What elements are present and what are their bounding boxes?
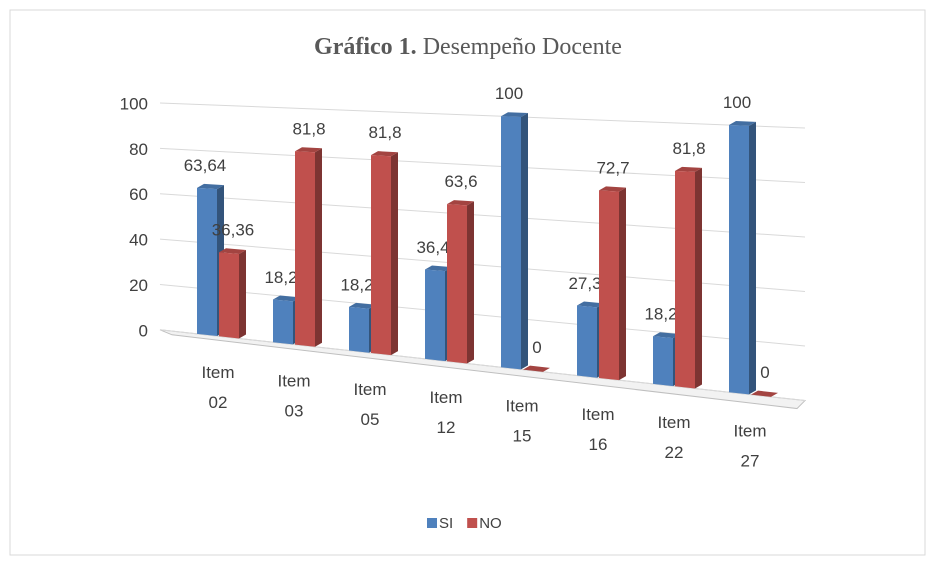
x-tick-label: Item 05 (353, 380, 386, 429)
bar-front (577, 305, 597, 378)
bar-front (425, 269, 445, 362)
bar-top (295, 147, 322, 153)
bar-top (599, 186, 626, 192)
bar-top (371, 151, 398, 157)
y-tick-label: 40 (129, 231, 148, 250)
bar-front (501, 116, 521, 370)
bar (371, 151, 398, 356)
data-label: 81,8 (672, 139, 705, 158)
bar (501, 112, 528, 370)
bar-front (729, 125, 749, 395)
data-label: 63,64 (184, 156, 227, 175)
bar-side (467, 201, 474, 364)
y-tick-label: 80 (129, 140, 148, 159)
bar (729, 121, 756, 395)
x-tick-label: Item 27 (733, 422, 766, 471)
bar-side (521, 112, 528, 370)
bar (751, 390, 778, 397)
x-tick-label: Item 22 (657, 414, 690, 463)
bar (219, 248, 246, 339)
bar-top (729, 121, 756, 126)
x-tick-label: Item 15 (505, 397, 538, 446)
bar-front (371, 155, 391, 356)
data-label: 18,2 (340, 275, 373, 294)
data-label: 0 (760, 363, 769, 382)
bar-top (501, 112, 528, 117)
title-text: Desempeño Docente (423, 34, 622, 60)
x-tick-label: Item 16 (581, 405, 614, 454)
bar-side (695, 167, 702, 389)
bar (675, 166, 702, 389)
y-tick-label: 0 (139, 321, 148, 340)
data-label: 0 (532, 338, 541, 357)
x-tick-label: Item 03 (277, 372, 310, 421)
bar-side (239, 249, 246, 339)
data-label: 63,6 (444, 172, 477, 191)
data-label: 36,4 (416, 238, 449, 257)
data-label: 81,8 (368, 123, 401, 142)
bar-front (273, 299, 293, 345)
data-label: 81,8 (292, 119, 325, 138)
bar-top (653, 332, 680, 339)
title-label: Gráfico 1. (314, 34, 417, 60)
data-label: 100 (495, 84, 523, 103)
x-tick-label: Item 02 (201, 364, 234, 413)
bar-top (273, 295, 300, 302)
chart-title: Gráfico 1. Desempeño Docente (314, 34, 622, 60)
bar-top (349, 302, 376, 309)
data-label: 72,7 (596, 158, 629, 177)
bar (523, 365, 550, 372)
bar (599, 186, 626, 381)
bar-top (447, 200, 474, 206)
data-label: 18,2 (644, 305, 677, 324)
bar-front (447, 204, 467, 364)
bar-side (391, 152, 398, 356)
bar-top (675, 166, 702, 172)
bar-side (315, 148, 322, 347)
data-label: 100 (723, 93, 751, 112)
bar-front (349, 306, 369, 353)
bar-front (675, 170, 695, 389)
legend-label: SI (439, 515, 453, 532)
y-tick-label: 100 (120, 94, 148, 113)
x-tick-label: Item 12 (429, 389, 462, 438)
bar-top (751, 390, 778, 397)
y-tick-label: 20 (129, 276, 148, 295)
bar (295, 147, 322, 347)
data-label: 27,3 (568, 274, 601, 293)
bar (447, 200, 474, 364)
bar-front (599, 190, 619, 381)
data-label: 36,36 (212, 221, 255, 240)
bar-top (219, 248, 246, 254)
legend-swatch (467, 518, 478, 528)
bar-front (295, 151, 315, 347)
legend-label: NO (479, 515, 502, 532)
bar-top (425, 265, 452, 272)
bar-front (653, 336, 673, 387)
data-label: 18,2 (264, 268, 297, 287)
legend-swatch (427, 518, 437, 528)
y-tick-label: 60 (129, 185, 148, 204)
grid-line (159, 329, 806, 402)
bar-top (577, 301, 604, 308)
bar-side (749, 121, 756, 395)
bar-top (197, 183, 224, 190)
bar-side (619, 187, 626, 381)
grid-line (159, 102, 806, 129)
bar-front (197, 187, 217, 337)
bar-top (523, 365, 550, 372)
bar-front (219, 252, 239, 339)
